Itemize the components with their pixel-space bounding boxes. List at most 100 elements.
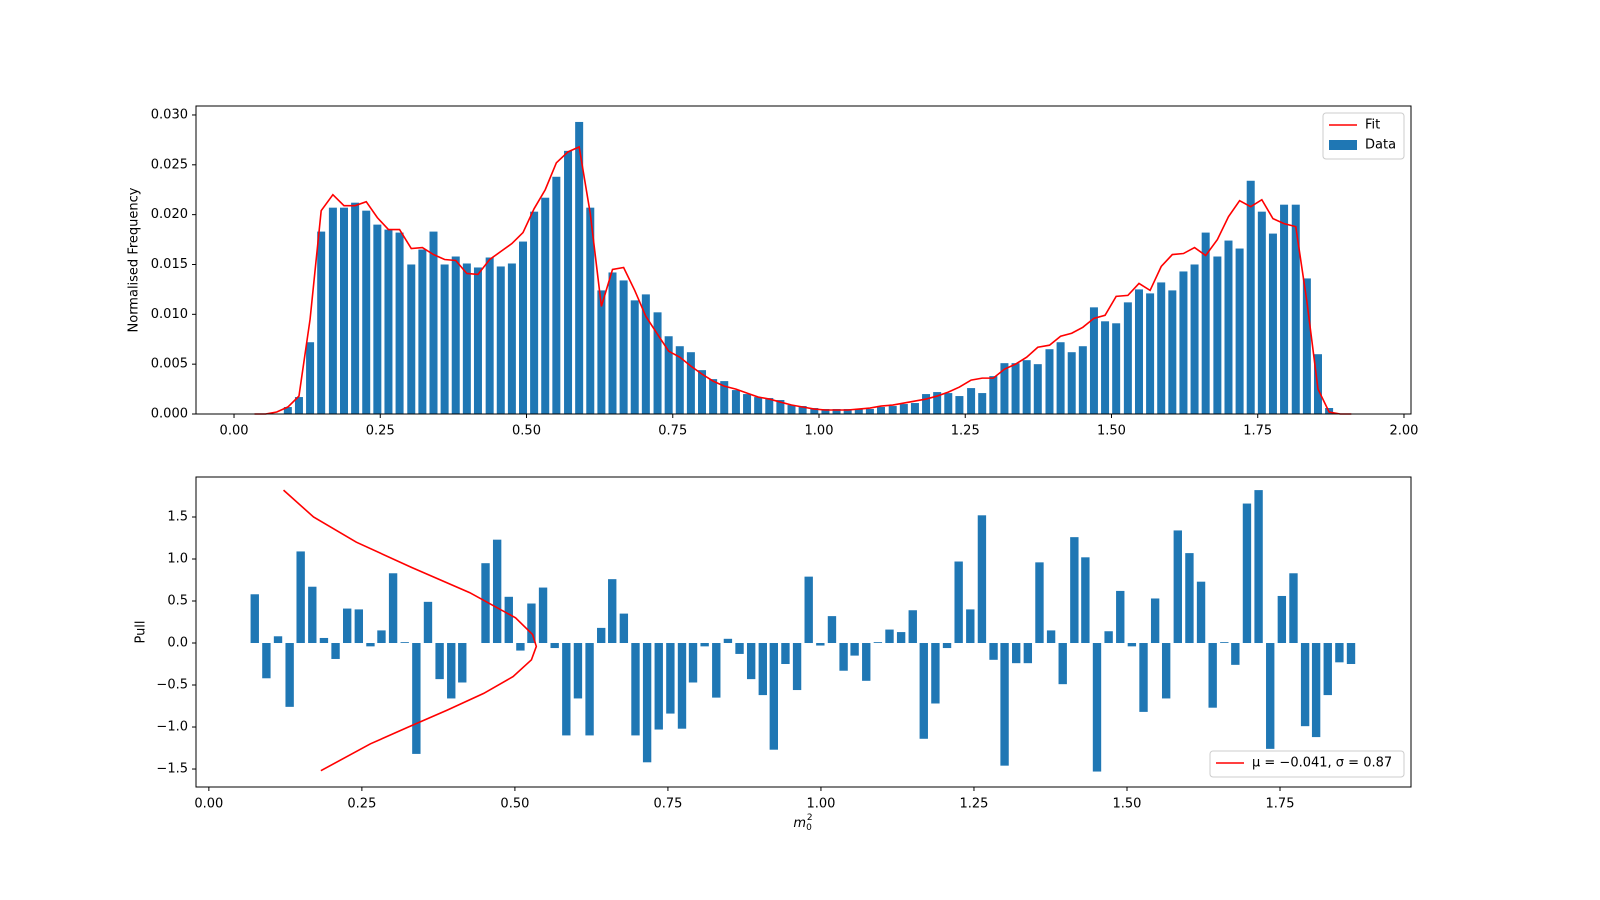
x-tick-label: 1.50 xyxy=(1113,797,1142,812)
bar xyxy=(1208,643,1217,708)
bar xyxy=(754,397,763,414)
bar xyxy=(1268,233,1277,414)
bar xyxy=(1168,290,1177,414)
bar xyxy=(688,643,698,683)
bar xyxy=(653,312,662,414)
x-tick-label: 0.50 xyxy=(500,797,529,812)
bar xyxy=(294,397,303,414)
x-tick-label: 0.50 xyxy=(512,424,541,439)
bar xyxy=(1235,248,1244,414)
bar xyxy=(1134,289,1143,414)
bar xyxy=(1323,643,1332,696)
bar xyxy=(854,409,863,414)
bar xyxy=(720,381,729,414)
bar xyxy=(919,643,928,739)
bar xyxy=(564,150,573,414)
bar xyxy=(384,229,393,414)
bar xyxy=(798,406,807,414)
bar xyxy=(1022,360,1031,414)
x-tick-label: 1.25 xyxy=(959,797,988,812)
bar xyxy=(821,409,830,414)
bar xyxy=(1220,642,1229,644)
x-tick-label: 1.50 xyxy=(1097,424,1126,439)
bar xyxy=(451,256,460,414)
bar xyxy=(631,643,640,736)
x-tick-label: 1.00 xyxy=(806,797,835,812)
y-tick-label: 0.020 xyxy=(151,207,188,222)
bar xyxy=(1116,590,1125,644)
bar xyxy=(608,579,617,644)
bar xyxy=(781,643,790,665)
bar xyxy=(407,264,416,414)
bar xyxy=(516,643,525,651)
bar xyxy=(283,407,292,414)
bar xyxy=(1023,643,1033,664)
y-axis-label: Normalised Frequency xyxy=(127,187,142,332)
bar xyxy=(608,272,617,414)
bar xyxy=(758,643,767,696)
bar xyxy=(832,409,841,414)
x-axis-label-sub: 0 xyxy=(806,823,812,833)
bar xyxy=(1201,232,1210,414)
bar xyxy=(597,290,606,414)
bar xyxy=(351,202,360,414)
bar xyxy=(1012,643,1021,664)
bar xyxy=(262,643,271,679)
bar xyxy=(354,609,364,644)
bar xyxy=(978,393,987,414)
bar xyxy=(1067,352,1076,414)
bar xyxy=(1300,643,1310,727)
bar xyxy=(473,267,482,414)
bar xyxy=(1046,630,1056,644)
bar xyxy=(1035,562,1044,644)
bar xyxy=(765,398,774,414)
bar xyxy=(507,263,516,414)
bar xyxy=(942,643,952,649)
bar xyxy=(1157,282,1166,414)
bar xyxy=(989,376,998,414)
bar xyxy=(1112,323,1121,414)
bar xyxy=(839,643,848,671)
bar xyxy=(1231,643,1240,665)
bar xyxy=(1254,490,1263,644)
y-tick-label: 0.010 xyxy=(151,307,188,322)
bar xyxy=(700,643,709,647)
bar xyxy=(1081,557,1090,644)
bar xyxy=(597,627,606,644)
panel: 0.00 0.25 0.50 0.75 1.00 1.25 1.50 1.75 2.00 0.00… xyxy=(151,105,1418,439)
bar xyxy=(642,643,652,763)
bar xyxy=(331,643,340,659)
bar xyxy=(308,586,317,644)
bar xyxy=(966,609,975,644)
bar xyxy=(296,551,305,644)
y-tick-label: −1.5 xyxy=(156,762,188,777)
bar xyxy=(664,336,673,414)
bar xyxy=(527,603,536,644)
bar xyxy=(896,632,906,644)
bar xyxy=(317,231,326,414)
bar xyxy=(944,393,953,414)
bar xyxy=(1277,595,1287,644)
bar xyxy=(319,637,329,644)
bar xyxy=(1280,204,1289,414)
bar xyxy=(1311,643,1321,738)
bar xyxy=(412,643,421,754)
bar xyxy=(1291,204,1300,414)
bar xyxy=(1000,643,1009,766)
x-axis-label: m02 xyxy=(793,813,812,833)
bar xyxy=(1196,581,1206,644)
x-tick-label: 0.75 xyxy=(653,797,682,812)
bar xyxy=(977,515,987,644)
bar xyxy=(541,197,550,414)
y-tick-label: 0.005 xyxy=(151,357,188,372)
bar xyxy=(769,643,779,750)
bar xyxy=(787,405,796,414)
bar xyxy=(619,280,628,414)
x-tick-label: 1.75 xyxy=(1243,424,1272,439)
bar xyxy=(575,121,584,415)
bar xyxy=(1078,346,1087,414)
bar xyxy=(388,573,398,644)
bar xyxy=(723,638,733,644)
axes-frame xyxy=(195,476,1412,788)
bar xyxy=(922,394,931,414)
